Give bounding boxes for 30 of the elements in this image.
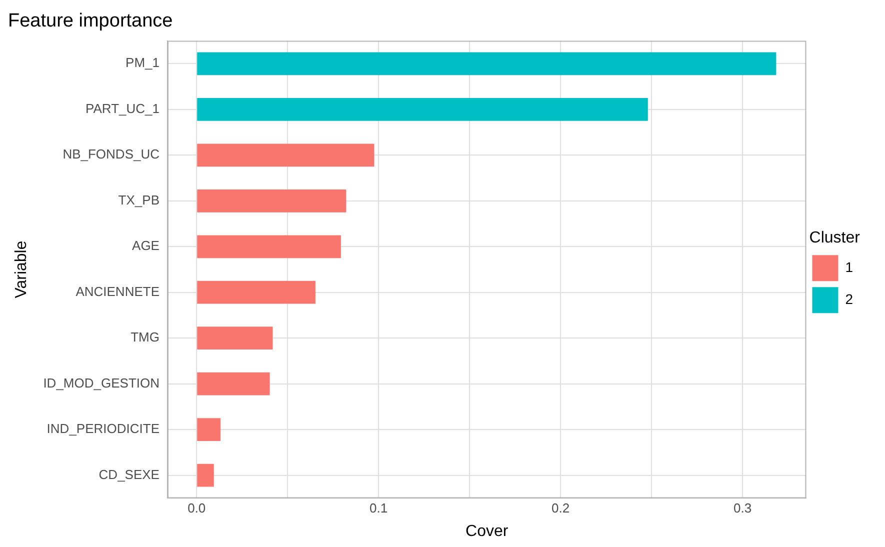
bar	[197, 418, 220, 442]
y-tick-label: IND_PERIODICITE	[46, 421, 160, 436]
x-axis-title: Cover	[466, 522, 509, 540]
y-tick-label: TX_PB	[118, 192, 160, 208]
bar	[197, 372, 270, 396]
x-tick-label: 0.0	[188, 500, 206, 516]
y-tick-label: PM_1	[126, 55, 160, 70]
y-tick-label: AGE	[132, 238, 160, 254]
bar	[197, 464, 214, 487]
x-tick-label: 0.1	[370, 500, 388, 516]
y-tick-label: CD_SEXE	[98, 466, 160, 482]
legend-label: 2	[845, 290, 854, 307]
chart-title: Feature importance	[8, 10, 173, 32]
bar	[197, 189, 346, 212]
y-tick-label: ANCIENNETE	[76, 284, 160, 299]
y-tick-label: ID_MOD_GESTION	[43, 375, 160, 390]
bar	[197, 280, 316, 304]
legend-label: 1	[845, 258, 854, 275]
bar	[197, 144, 374, 167]
x-tick-label: 0.3	[733, 500, 752, 516]
y-tick-label: PART_UC_1	[86, 100, 160, 116]
y-tick-label: TMG	[130, 330, 160, 345]
bar	[197, 52, 776, 76]
x-tick-label: 0.2	[552, 500, 570, 516]
y-tick-label: NB_FONDS_UC	[62, 146, 160, 162]
bar	[197, 326, 273, 350]
legend-title: Cluster	[809, 229, 861, 246]
bar	[197, 235, 341, 258]
y-axis-title: Variable	[13, 240, 30, 298]
bar	[197, 98, 648, 121]
